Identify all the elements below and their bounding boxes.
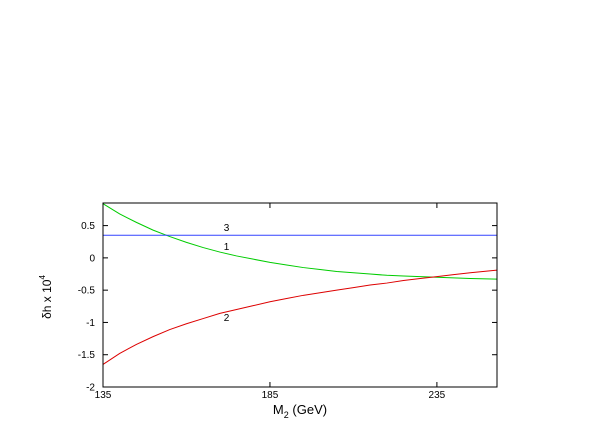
x-tick-label: 185 xyxy=(262,390,279,401)
x-axis-title-rest: (GeV) xyxy=(289,402,327,417)
y-axis-ticks: 0.5 0 -0.5 -1 -1.5 -2 xyxy=(78,221,497,394)
x-axis-title: M2 (GeV) xyxy=(273,402,327,420)
y-tick-label: 0.5 xyxy=(81,221,95,232)
y-axis-title-sup: 4 xyxy=(38,275,47,280)
plot-frame xyxy=(102,202,498,388)
curve-label-3: 3 xyxy=(224,223,230,234)
x-axis-ticks: 135 185 235 xyxy=(95,203,446,401)
x-tick-label: 235 xyxy=(429,390,446,401)
y-axis-title: δh x 104 xyxy=(38,275,54,319)
x-axis-title-main: M xyxy=(273,402,284,417)
x-axis-title-sub: 2 xyxy=(284,410,289,420)
y-tick-label: -2 xyxy=(86,383,95,394)
series-line-2 xyxy=(102,269,498,365)
curve-label-1: 1 xyxy=(224,242,230,253)
y-tick-label: -1.5 xyxy=(78,350,96,361)
y-tick-label: -0.5 xyxy=(78,286,96,297)
series-curves xyxy=(102,203,498,365)
curve-labels: 1 2 3 xyxy=(224,223,230,324)
x-tick-label: 135 xyxy=(95,390,112,401)
y-axis-title-main: δh x 10 xyxy=(40,279,54,319)
y-tick-label: 0 xyxy=(89,253,95,264)
curve-label-2: 2 xyxy=(224,313,230,324)
y-tick-label: -1 xyxy=(86,318,95,329)
